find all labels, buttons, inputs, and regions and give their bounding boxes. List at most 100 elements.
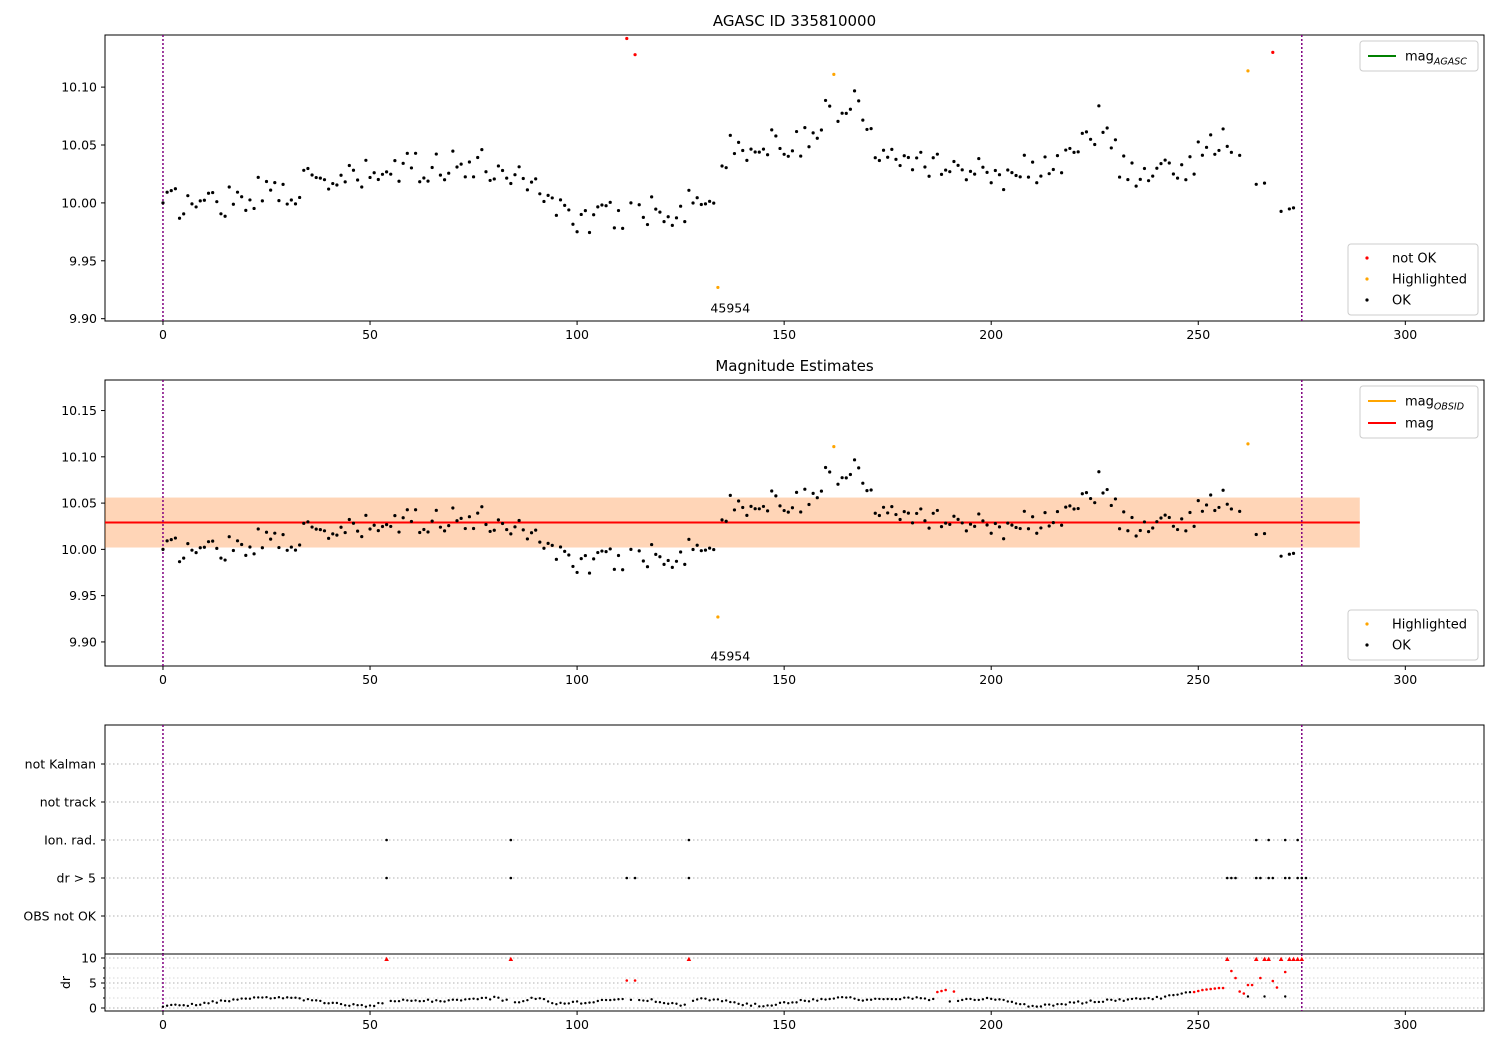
ok-point: [587, 571, 592, 575]
dr-point: [753, 1002, 757, 1005]
dr-point: [393, 1000, 397, 1003]
dr-point: [737, 1002, 740, 1006]
ok-point: [1130, 515, 1134, 520]
ok-point: [712, 547, 716, 552]
dr-point: [712, 998, 715, 1001]
ok-point: [1204, 145, 1209, 149]
ok-point: [1188, 155, 1192, 159]
dr-point: [1147, 996, 1150, 1000]
dr-point: [236, 998, 239, 1001]
ok-point: [944, 168, 948, 172]
ok-point: [848, 472, 853, 477]
dr-point: [493, 995, 496, 999]
ok-point: [745, 513, 749, 517]
ok-point: [1072, 150, 1076, 155]
dr-point: [1064, 1003, 1067, 1006]
dr-point: [1085, 1001, 1088, 1004]
ok-point: [902, 154, 906, 158]
ok-point: [583, 553, 587, 558]
ok-point: [513, 525, 517, 529]
dr-point: [907, 996, 910, 999]
ok-point: [1109, 146, 1113, 150]
ok-point: [770, 489, 774, 493]
ok-point: [339, 173, 343, 177]
dr-bad-point: [1246, 983, 1250, 987]
dr-point: [1076, 1000, 1080, 1003]
dr-point: [480, 996, 484, 1000]
ok-point: [550, 543, 554, 547]
dr-point: [435, 999, 438, 1002]
ok-point: [828, 470, 832, 474]
ok-point: [645, 565, 650, 569]
ok-point: [389, 172, 393, 176]
dr-point: [290, 996, 293, 1000]
ok-point: [728, 133, 732, 137]
ok-point: [517, 165, 521, 169]
dr-point: [874, 997, 877, 1000]
ok-point: [289, 545, 293, 549]
ok-point: [1101, 491, 1105, 495]
dr-point: [1089, 999, 1092, 1002]
ok-point: [654, 207, 658, 211]
ok-point: [1171, 524, 1176, 528]
ok-point: [728, 493, 732, 497]
dr-point: [782, 1001, 786, 1004]
ok-point: [1151, 526, 1155, 530]
dr-point: [729, 1000, 732, 1004]
ok-point: [264, 530, 269, 534]
dr-point: [840, 995, 844, 999]
dr-point: [343, 1004, 347, 1007]
ok-point: [732, 151, 737, 156]
ok-point: [1031, 160, 1035, 164]
legend-marker: [1365, 643, 1369, 647]
ok-point: [517, 518, 521, 523]
dr-point: [882, 997, 885, 1001]
ok-point: [269, 188, 273, 192]
dr-point: [443, 1000, 446, 1003]
ok-point: [567, 208, 571, 212]
ok-point: [629, 201, 633, 205]
dr-point: [1101, 1000, 1105, 1003]
ok-point: [538, 192, 542, 196]
ok-point: [240, 542, 244, 547]
ok-point: [1084, 490, 1089, 495]
ok-point: [1109, 503, 1113, 508]
ok-point: [616, 208, 621, 213]
dr-point: [323, 1001, 326, 1005]
ok-point: [803, 487, 807, 491]
ok-point: [534, 177, 538, 181]
ok-point: [231, 202, 235, 206]
ok-point: [451, 506, 455, 510]
ok-point: [1064, 148, 1068, 152]
dr-point: [1130, 997, 1134, 1001]
x-tick-label: 0: [159, 1017, 167, 1032]
dr-bad-point: [633, 979, 637, 982]
ok-point: [699, 202, 703, 207]
dr-point: [161, 1005, 165, 1008]
dr-point: [857, 998, 860, 1002]
y-tick-label: 10.00: [61, 195, 97, 210]
dr-point: [596, 999, 599, 1003]
ok-point: [347, 163, 351, 168]
ok-point: [948, 170, 952, 174]
dr-point: [302, 999, 305, 1002]
ok-point: [1113, 138, 1118, 142]
ok-point: [732, 508, 737, 512]
ok-point: [794, 129, 799, 134]
ok-point: [550, 196, 554, 200]
ok-point: [757, 507, 761, 511]
dr-point: [745, 1002, 749, 1005]
ok-point: [202, 545, 206, 549]
ok-point: [389, 524, 393, 529]
dr-point: [588, 1001, 591, 1004]
dr-point: [629, 998, 633, 1002]
ok-point: [186, 542, 190, 546]
ok-point: [890, 147, 894, 151]
ok-point: [194, 205, 198, 209]
dr-point: [265, 995, 268, 999]
ok-point: [169, 537, 173, 542]
dr-point: [186, 1004, 190, 1008]
dr-point: [1052, 1004, 1055, 1007]
ok-point: [919, 507, 923, 511]
dr-point: [642, 999, 645, 1002]
